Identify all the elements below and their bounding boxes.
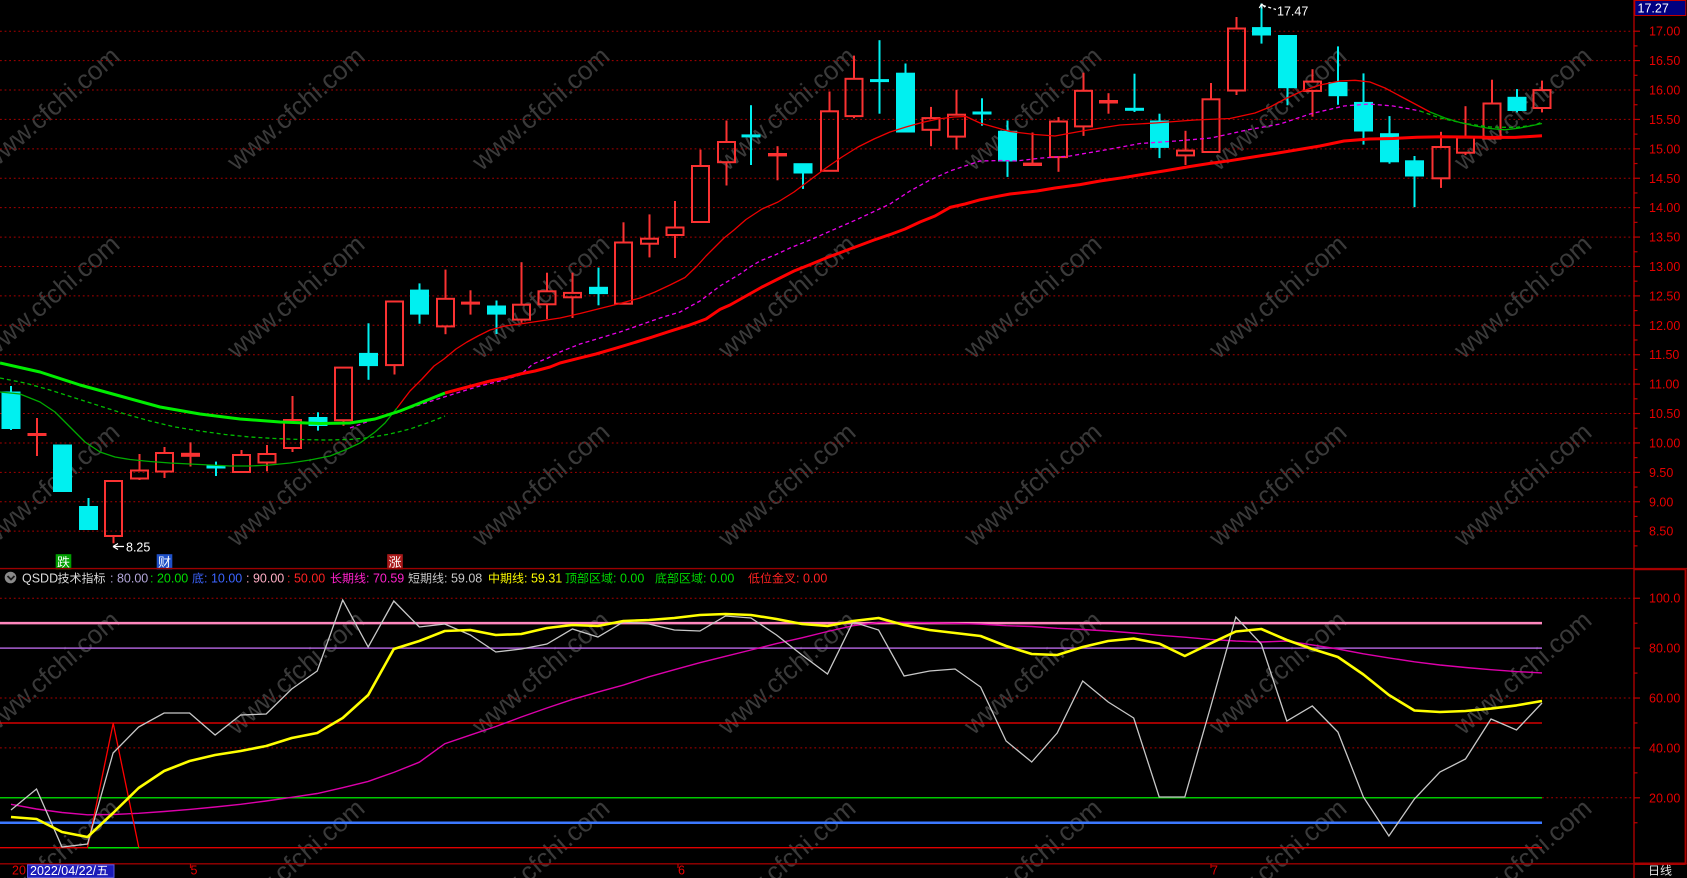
svg-text:: 80.00: : 80.00 xyxy=(110,572,148,586)
svg-text:: 0.00: : 0.00 xyxy=(703,572,734,586)
svg-text:15.50: 15.50 xyxy=(1649,113,1680,127)
svg-text:: 59.08: : 59.08 xyxy=(444,572,482,586)
svg-text:: 0.00: : 0.00 xyxy=(796,572,827,586)
svg-text:11.50: 11.50 xyxy=(1649,348,1679,362)
svg-text:13.00: 13.00 xyxy=(1649,260,1680,274)
svg-text:: 70.59: : 70.59 xyxy=(366,572,404,586)
svg-text:13.50: 13.50 xyxy=(1649,231,1680,245)
svg-text:16.50: 16.50 xyxy=(1649,54,1680,68)
svg-text:7: 7 xyxy=(1211,864,1218,878)
svg-text:5: 5 xyxy=(191,864,198,878)
svg-text:2022/04/22/: 2022/04/22/ xyxy=(30,864,97,878)
svg-text:8.50: 8.50 xyxy=(1649,525,1673,539)
svg-text:QSDD: QSDD xyxy=(22,572,58,586)
svg-text:16.00: 16.00 xyxy=(1649,84,1680,98)
svg-text:12.50: 12.50 xyxy=(1649,289,1680,303)
svg-text:: 90.00: : 90.00 xyxy=(246,572,284,586)
svg-text:14.00: 14.00 xyxy=(1649,201,1680,215)
svg-text:9.50: 9.50 xyxy=(1649,466,1673,480)
svg-text:15.00: 15.00 xyxy=(1649,142,1680,156)
svg-text:17.27: 17.27 xyxy=(1638,2,1669,16)
svg-text:10.00: 10.00 xyxy=(1649,436,1680,450)
svg-text:6: 6 xyxy=(678,864,685,878)
svg-text:10.50: 10.50 xyxy=(1649,407,1680,421)
svg-text:8.25: 8.25 xyxy=(126,541,150,555)
svg-text:: 10.00: : 10.00 xyxy=(204,572,242,586)
svg-text:100.0: 100.0 xyxy=(1649,592,1680,606)
svg-text:9.00: 9.00 xyxy=(1649,495,1673,509)
svg-text:20.00: 20.00 xyxy=(1649,791,1680,805)
svg-text:60.00: 60.00 xyxy=(1649,692,1680,706)
svg-text:: 20.00: : 20.00 xyxy=(150,572,188,586)
svg-text:14.50: 14.50 xyxy=(1649,172,1680,186)
svg-text:40.00: 40.00 xyxy=(1649,741,1680,755)
svg-text:17.00: 17.00 xyxy=(1649,25,1680,39)
svg-text:12.00: 12.00 xyxy=(1649,319,1680,333)
svg-text:: 0.00: : 0.00 xyxy=(613,572,644,586)
svg-text:17.47: 17.47 xyxy=(1277,5,1308,19)
svg-text:11.00: 11.00 xyxy=(1649,378,1679,392)
svg-text:20: 20 xyxy=(12,864,26,878)
svg-text:80.00: 80.00 xyxy=(1649,642,1680,656)
svg-text:: 59.31: : 59.31 xyxy=(524,572,562,586)
svg-text:: 50.00: : 50.00 xyxy=(287,572,325,586)
